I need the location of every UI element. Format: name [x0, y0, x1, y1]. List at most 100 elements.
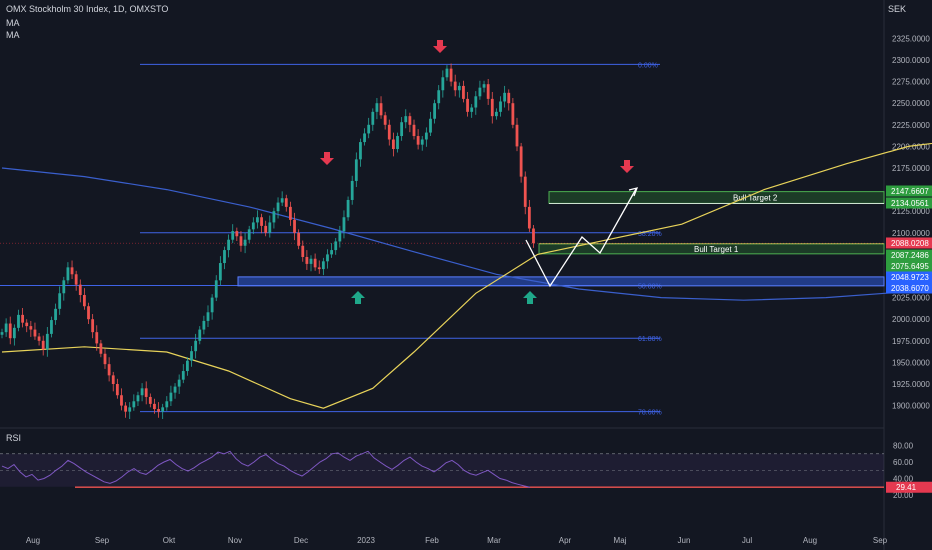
projection-arrowhead: [628, 187, 639, 197]
candle-body: [404, 116, 408, 123]
candle-body: [21, 314, 24, 323]
candle-body: [99, 343, 103, 354]
candle-body: [532, 228, 535, 244]
candle-body: [297, 232, 301, 246]
candle-body: [194, 340, 198, 352]
y-tick-label: 2000.0000: [892, 315, 930, 324]
candle-body: [519, 146, 523, 177]
candle-body: [148, 396, 152, 404]
candle-body: [272, 211, 276, 223]
candle-body: [400, 122, 404, 137]
rsi-value-text: 29.41: [896, 483, 917, 492]
candle-body: [420, 139, 424, 145]
candle-body: [392, 139, 395, 149]
candle-body: [375, 103, 379, 112]
candle-body: [330, 250, 333, 255]
candle-body: [495, 111, 498, 117]
candle-body: [173, 386, 177, 393]
price-label-text: 2048.9723: [891, 273, 929, 282]
candle-body: [490, 98, 494, 117]
down-arrow-icon: [320, 152, 334, 165]
candle-body: [136, 395, 140, 402]
rsi-y-tick-label: 80.00: [893, 442, 914, 451]
y-tick-label: 1975.0000: [892, 337, 930, 346]
zone-label: Bull Target 2: [733, 193, 778, 202]
candle-body: [140, 388, 144, 396]
candle-body: [214, 280, 218, 298]
candle-body: [334, 241, 338, 251]
candle-body: [441, 77, 445, 91]
candle-body: [474, 96, 478, 108]
candle-body: [41, 340, 45, 350]
x-tick-label: Aug: [803, 536, 817, 545]
candle-body: [169, 392, 173, 402]
candle-body: [91, 319, 95, 333]
candle-body: [227, 239, 230, 251]
candle-body: [111, 375, 115, 384]
candle-body: [379, 103, 383, 116]
x-tick-label: Nov: [228, 536, 242, 545]
candle-body: [503, 92, 507, 102]
candle-body: [62, 280, 66, 294]
candle-body: [482, 84, 486, 88]
candle-body: [181, 371, 185, 380]
candle-body: [165, 401, 169, 408]
candle-body: [515, 124, 519, 147]
y-tick-label: 2275.0000: [892, 78, 930, 87]
candle-body: [317, 267, 321, 270]
candle-body: [235, 231, 239, 237]
candle-body: [95, 332, 99, 344]
candle-body: [346, 199, 350, 218]
candle-body: [371, 111, 375, 125]
x-tick-label: Aug: [26, 536, 40, 545]
candle-body: [74, 274, 78, 285]
price-label-text: 2038.6070: [891, 284, 929, 293]
fib-label: 38.20%: [638, 231, 662, 238]
candle-body: [186, 360, 189, 372]
x-tick-label: Okt: [163, 536, 176, 545]
candle-body: [12, 327, 16, 339]
candle-body: [354, 159, 358, 181]
candle-body: [239, 236, 243, 246]
fib-label: 0.00%: [638, 62, 658, 69]
y-tick-label: 1925.0000: [892, 380, 930, 389]
price-label-text: 2088.0208: [891, 239, 929, 248]
y-tick-label: 2025.0000: [892, 294, 930, 303]
y-tick-label: 2225.0000: [892, 121, 930, 130]
candle-body: [445, 68, 449, 78]
candle-body: [313, 258, 317, 268]
x-tick-label: Mar: [487, 536, 501, 545]
y-tick-label: 1950.0000: [892, 358, 930, 367]
down-arrow-icon: [620, 160, 634, 173]
candle-body: [33, 329, 37, 337]
candle-body: [449, 68, 453, 82]
candle-body: [305, 256, 309, 264]
price-label-box: [886, 271, 932, 283]
candle-body: [45, 333, 49, 350]
candle-body: [326, 254, 329, 262]
candle-body: [161, 407, 165, 412]
y-tick-label: 2250.0000: [892, 99, 930, 108]
zone-label: Bull Target 1: [694, 245, 739, 254]
candle-body: [523, 176, 527, 207]
candle-body: [103, 353, 107, 365]
fib-label: 61.80%: [638, 336, 662, 343]
candle-body: [87, 306, 90, 320]
fib-label: 50.00%: [638, 284, 662, 291]
projection-path: [525, 188, 637, 288]
candle-body: [202, 320, 206, 330]
price-label-box: [886, 249, 932, 261]
candle-body: [433, 103, 436, 119]
price-label-box: [886, 237, 932, 249]
rsi-y-tick-label: 60.00: [893, 458, 914, 467]
y-tick-label: 2300.0000: [892, 56, 930, 65]
target-zone: [548, 191, 885, 204]
y-tick-label: 2200.0000: [892, 142, 930, 151]
price-label-text: 2075.6495: [891, 262, 929, 271]
x-tick-label: 2023: [357, 536, 375, 545]
candle-body: [478, 87, 482, 97]
down-arrow-icon: [433, 40, 447, 53]
candle-body: [280, 198, 284, 203]
candle-body: [256, 217, 259, 223]
